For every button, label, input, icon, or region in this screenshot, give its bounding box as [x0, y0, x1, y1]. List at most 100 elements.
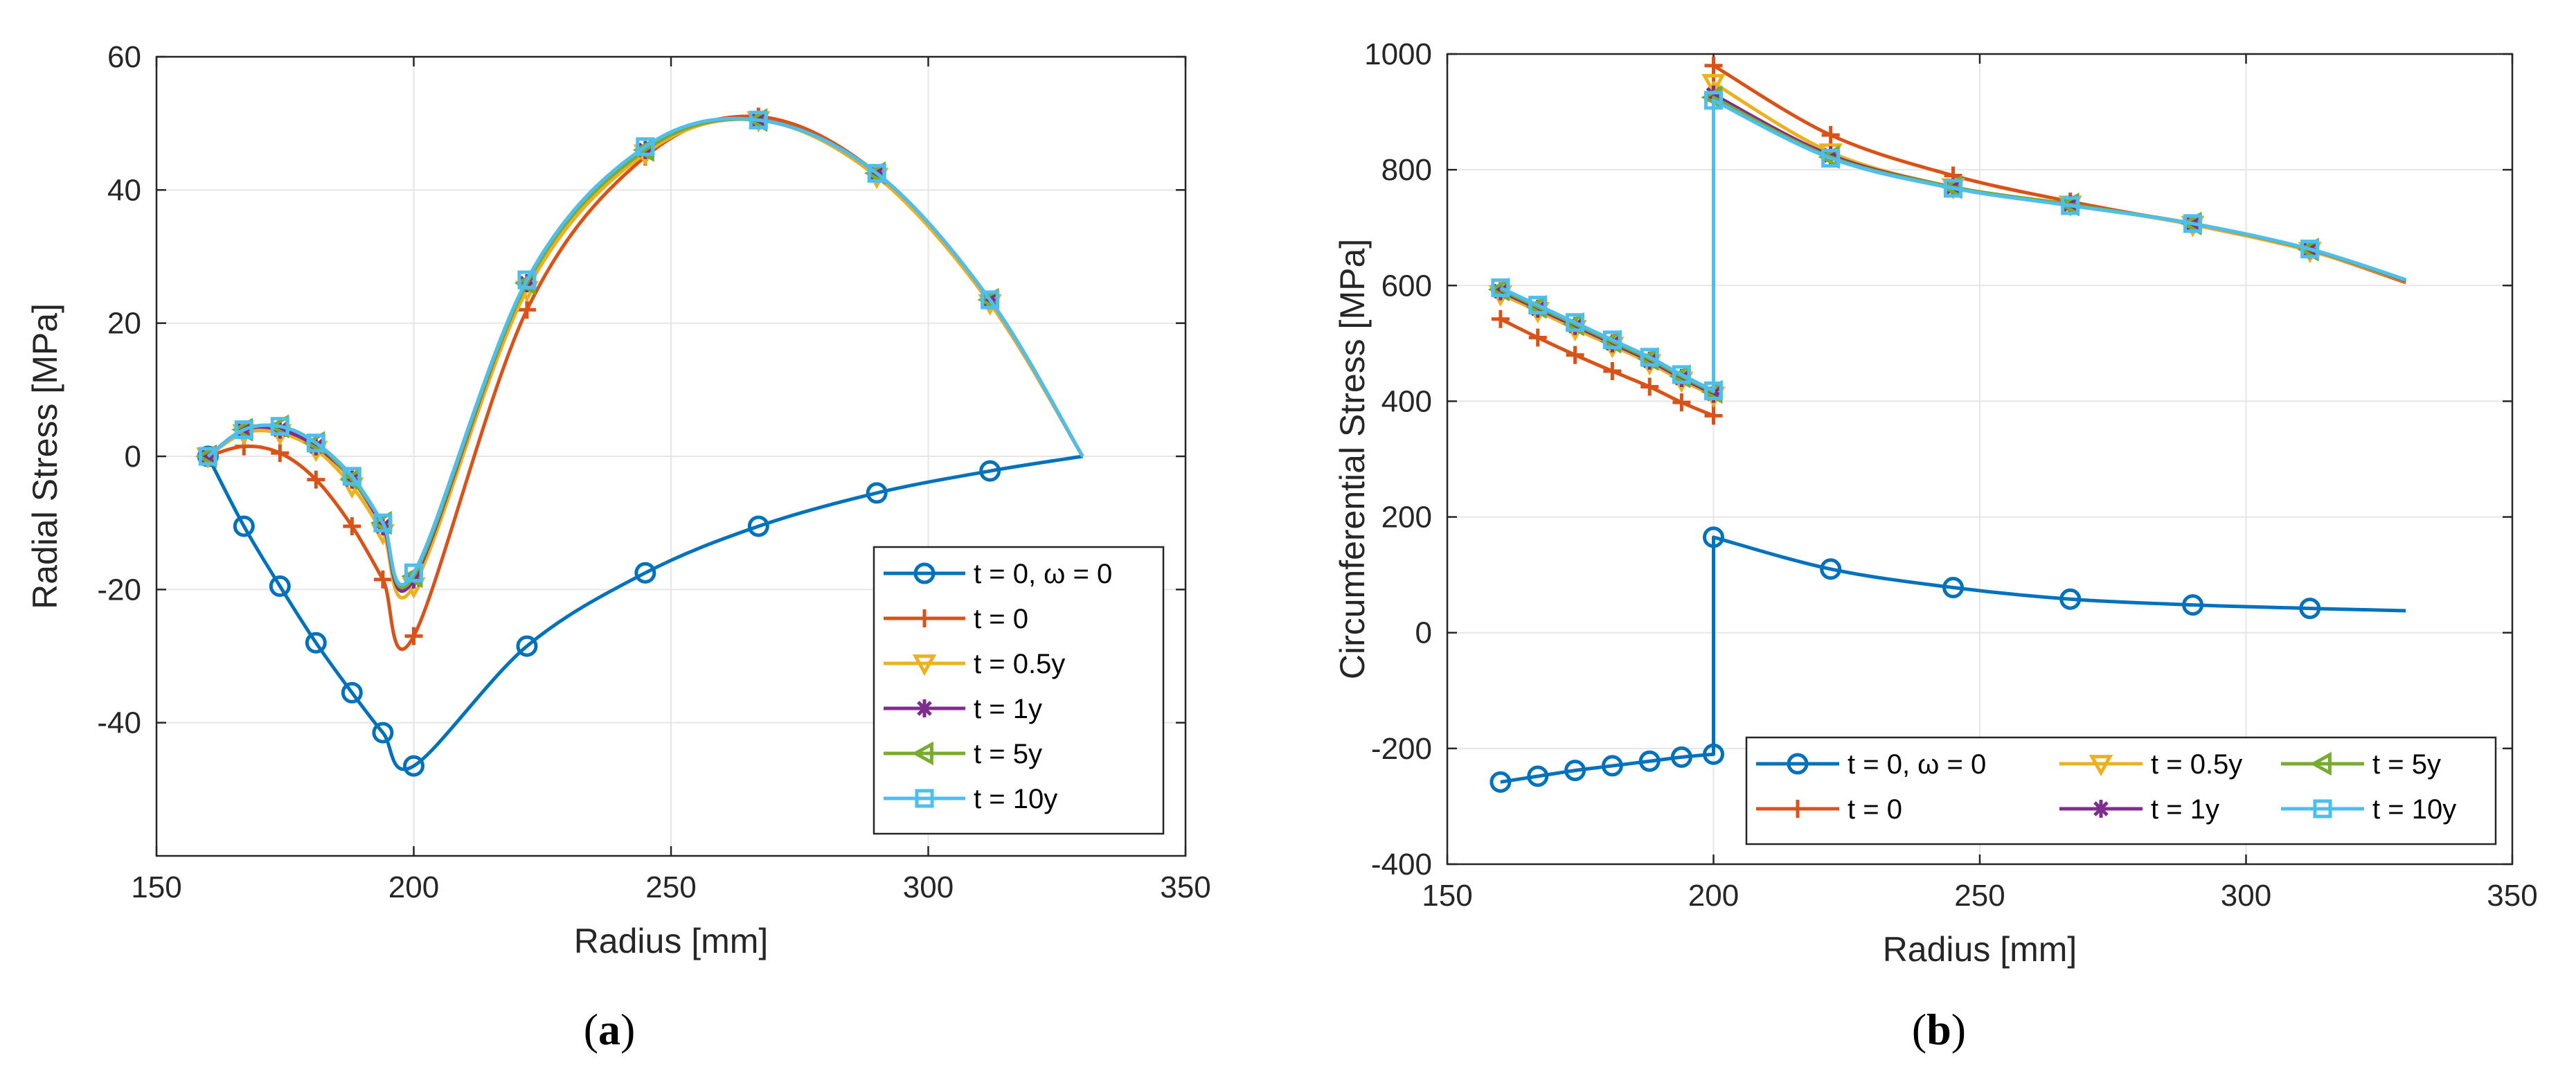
data-point — [2182, 594, 2204, 616]
data-point — [1672, 393, 1691, 412]
data-point — [1672, 365, 1691, 384]
legend-box — [1745, 736, 2497, 845]
legend-label: t = 0.5y — [2151, 749, 2242, 780]
data-point — [404, 627, 423, 645]
data-point — [1703, 526, 1724, 548]
data-point — [1602, 330, 1622, 350]
data-point — [373, 513, 393, 532]
data-point — [1640, 377, 1659, 396]
y-tick-label: 60 — [107, 40, 141, 74]
data-point — [747, 515, 769, 537]
data-point — [517, 270, 537, 289]
legend-label: t = 5y — [974, 739, 1042, 769]
legend-box — [873, 546, 1165, 835]
data-point — [866, 482, 888, 504]
legend-label: t = 5y — [2372, 749, 2441, 780]
panel-label: (b) — [1912, 1005, 1966, 1054]
legend-marker — [2088, 755, 2113, 777]
panel-label-letter: b — [1926, 1005, 1951, 1054]
data-point — [1490, 771, 1512, 793]
legend-label: t = 0.5y — [974, 649, 1065, 679]
chart-b: 150 200 250 300 350 -400 -200 0 200 400 600 800 1000… — [1333, 37, 2538, 1054]
data-point — [198, 447, 217, 466]
series-line — [1500, 535, 2406, 784]
panel-label-letter: a — [598, 1005, 620, 1054]
data-point — [307, 470, 325, 489]
data-point — [981, 290, 1000, 310]
legend-entry: t = 5y — [884, 739, 1042, 769]
data-point — [749, 110, 768, 129]
legend-marker — [2313, 799, 2332, 818]
data-point — [1701, 73, 1726, 96]
legend-entry: t = 5y — [2281, 749, 2441, 780]
data-point — [1603, 361, 1622, 380]
data-point — [1491, 310, 1510, 328]
data-point — [1704, 85, 1723, 104]
data-point — [1640, 348, 1659, 367]
y-tick-label: 0 — [1415, 616, 1432, 650]
data-point — [2300, 240, 2320, 259]
x-tick-label: 150 — [131, 870, 181, 904]
series-line — [1499, 98, 2406, 393]
legend-marker — [912, 654, 937, 677]
data-point — [269, 575, 291, 598]
legend-marker — [1789, 800, 1807, 818]
y-tick-label: 40 — [107, 173, 141, 207]
y-tick-label: -40 — [97, 706, 141, 740]
legend-entry: t = 0, ω = 0 — [884, 559, 1112, 589]
panel-label: (a) — [584, 1005, 636, 1054]
data-point — [1564, 760, 1586, 782]
data-point — [404, 563, 424, 582]
series-5 — [198, 110, 1084, 587]
data-point — [1704, 384, 1723, 403]
x-tick-label: 300 — [2221, 879, 2271, 913]
legend-marker — [2309, 751, 2332, 776]
x-tick-label: 350 — [2487, 879, 2537, 913]
y-tick-label: 20 — [107, 307, 141, 341]
y-tick-label: 400 — [1381, 384, 1432, 418]
x-axis-label: Radius [mm] — [574, 922, 769, 960]
chart-a: 150 200 250 300 350 -40 -20 0 20 40 60 Radius [mm] R… — [26, 40, 1211, 1054]
data-point — [2059, 588, 2082, 610]
data-point — [1820, 558, 1842, 580]
y-axis-label: Circumferential Stress [MPa] — [1333, 239, 1372, 679]
y-axis-label: Radial Stress [MPa] — [26, 303, 64, 609]
series-5 — [1491, 91, 2406, 400]
legend-entry: t = 0, ω = 0 — [1756, 749, 1986, 780]
panel-label-open: ( — [584, 1005, 598, 1054]
legend: t = 0, ω = 0 t = 0 t = 0.5y t = 1y t = 5y t =… — [1745, 736, 2497, 845]
data-point — [341, 681, 363, 704]
data-point — [1942, 577, 1965, 599]
x-tick-label: 200 — [1688, 879, 1739, 913]
legend-marker — [915, 789, 934, 808]
data-point — [867, 163, 886, 183]
legend-entry: t = 1y — [2059, 794, 2219, 825]
data-point — [342, 467, 361, 486]
legend-label: t = 1y — [974, 694, 1042, 724]
data-point — [636, 137, 655, 156]
x-tick-label: 150 — [1422, 879, 1472, 913]
y-tick-label: 800 — [1381, 153, 1432, 187]
data-point — [979, 460, 1001, 482]
legend-label: t = 0, ω = 0 — [974, 559, 1112, 589]
data-point — [1703, 91, 1724, 110]
x-tick-label: 250 — [645, 870, 696, 904]
x-tick-label: 200 — [388, 870, 439, 904]
series-line — [206, 116, 1084, 587]
panel-label-close: ) — [1951, 1005, 1966, 1054]
panel-label-open: ( — [1912, 1005, 1926, 1054]
data-point — [1566, 313, 1585, 332]
data-point — [270, 417, 289, 436]
data-point — [372, 722, 394, 744]
data-point — [1491, 278, 1510, 298]
data-point — [1704, 56, 1723, 75]
data-point — [1601, 755, 1623, 777]
data-point — [1944, 179, 1963, 198]
data-point — [271, 444, 289, 463]
legend-label: t = 10y — [2372, 794, 2456, 825]
legend-entry: t = 0.5y — [884, 649, 1065, 679]
x-tick-label: 250 — [1954, 879, 2005, 913]
data-point — [2061, 196, 2080, 215]
data-point — [1566, 346, 1584, 364]
